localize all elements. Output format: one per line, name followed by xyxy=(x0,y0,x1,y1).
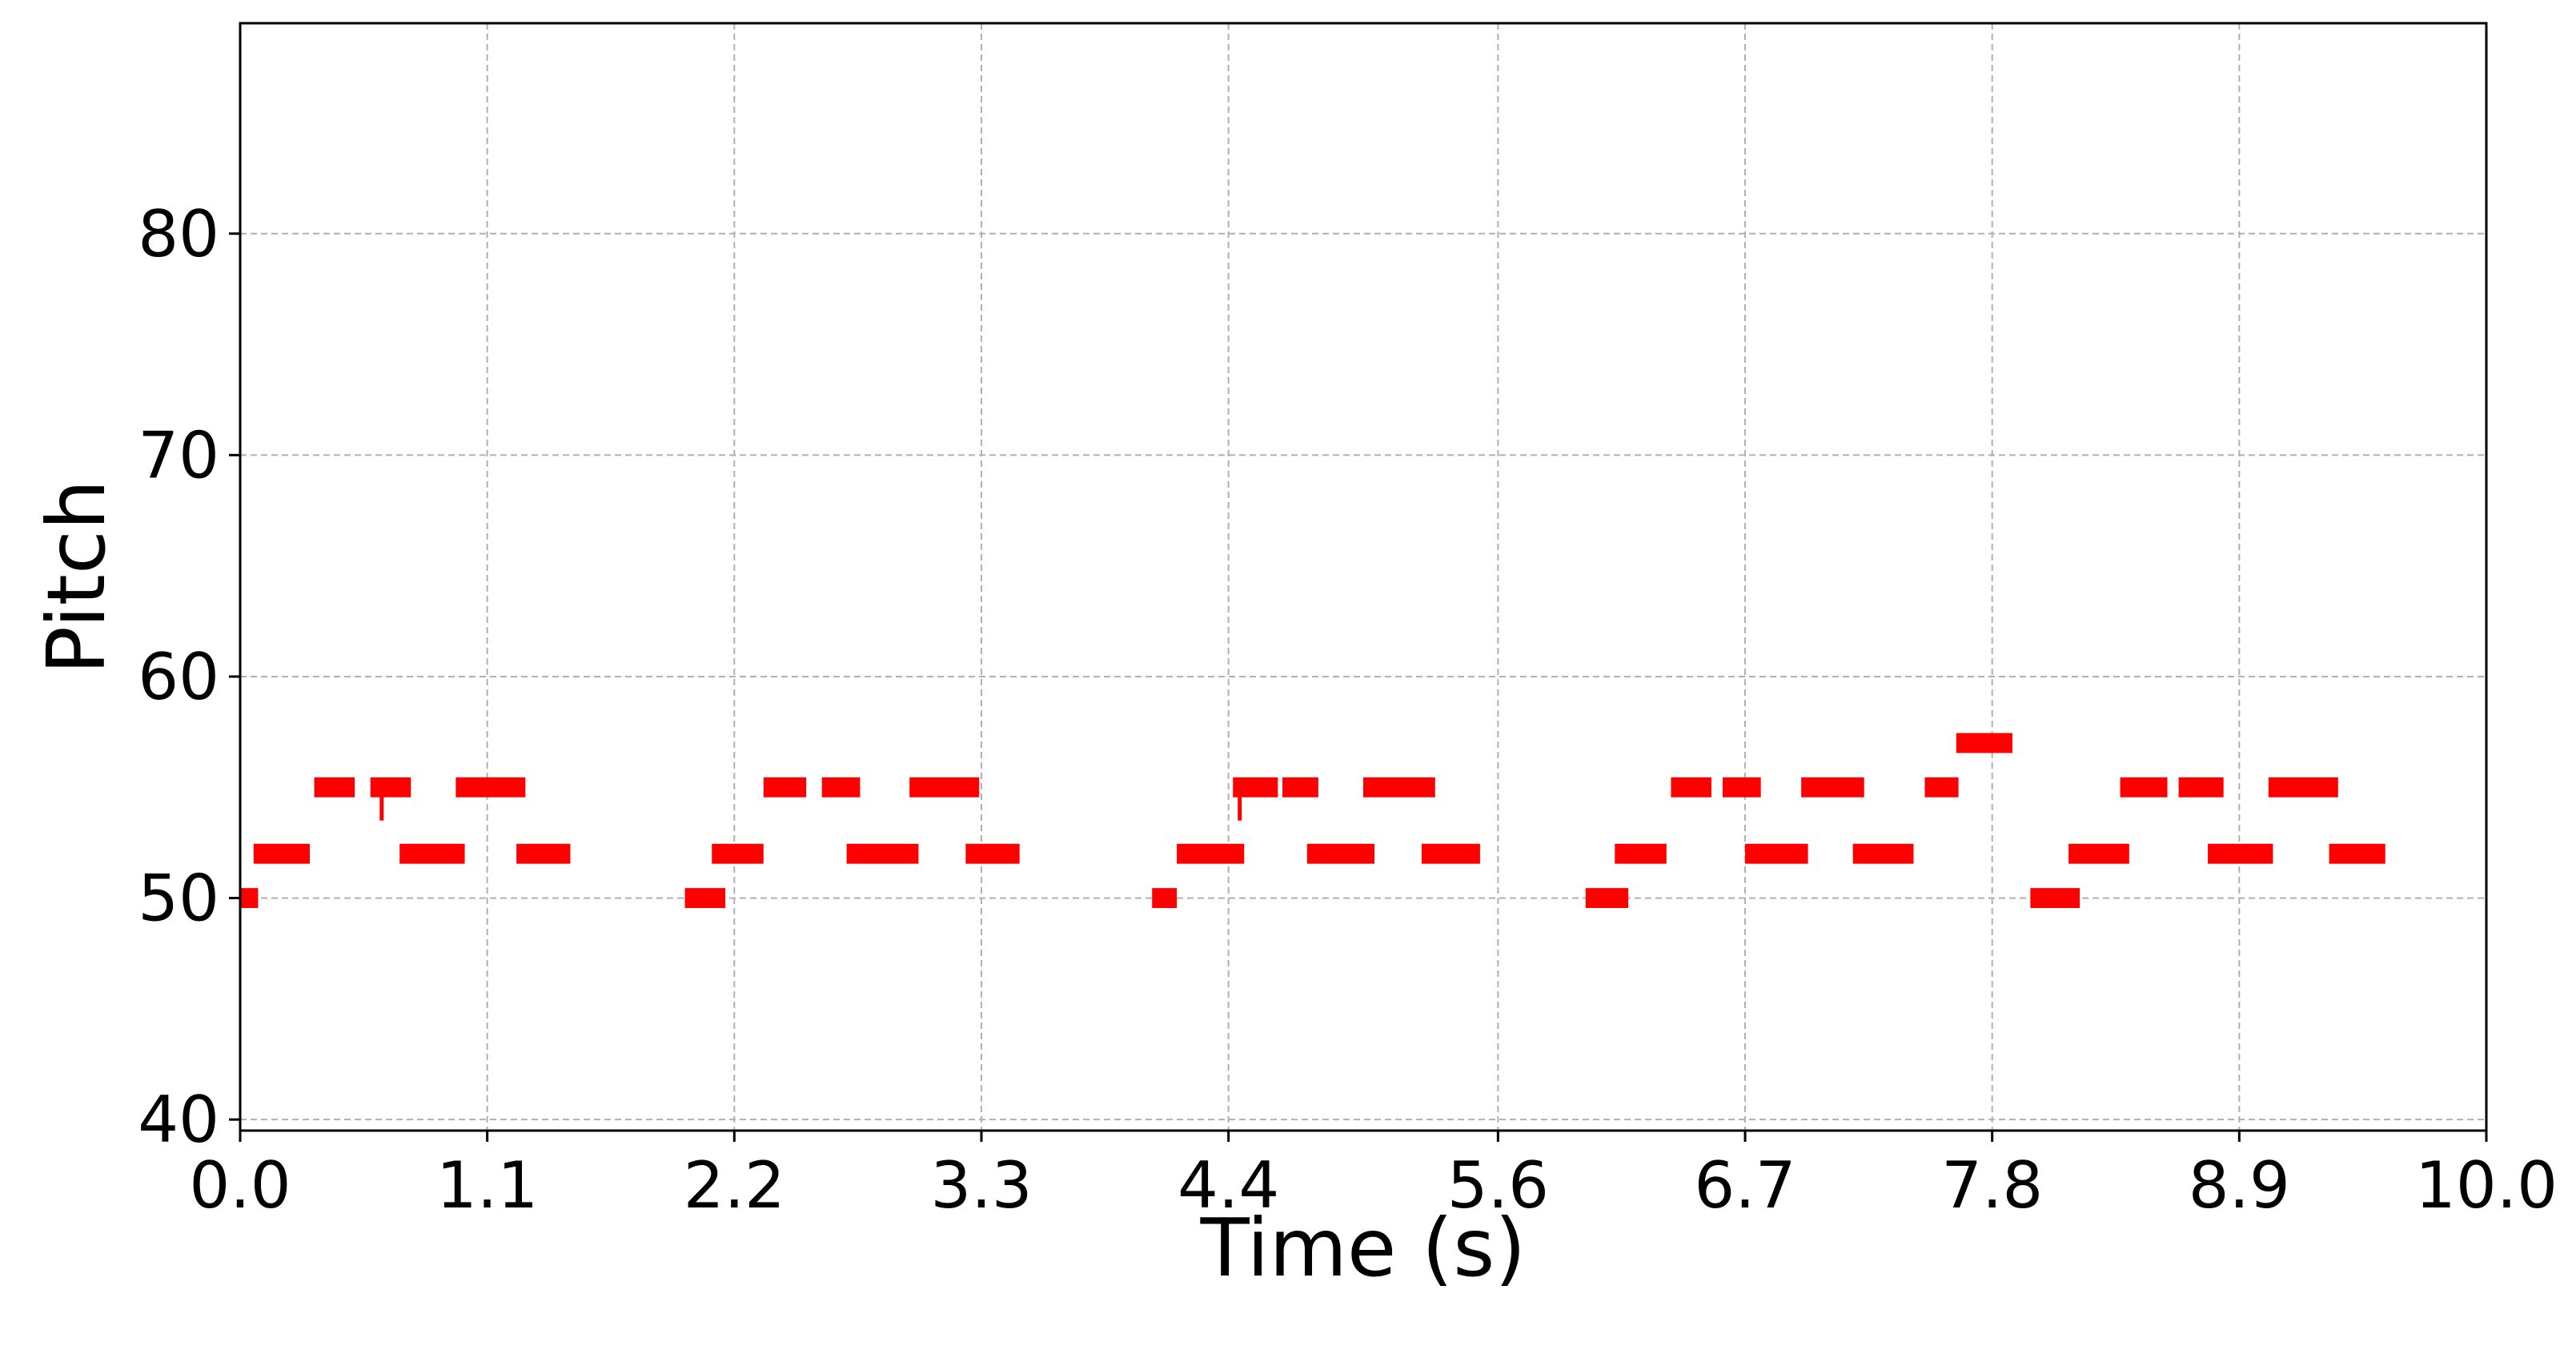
note-bar xyxy=(1745,843,1808,864)
y-tick-label: 40 xyxy=(138,1083,219,1157)
note-bar xyxy=(1282,777,1318,798)
x-tick-label: 10.0 xyxy=(2415,1148,2558,1223)
note-bar xyxy=(712,843,764,864)
note-bar xyxy=(1852,843,1914,864)
x-tick-label: 0.0 xyxy=(189,1148,291,1223)
note-bar xyxy=(2030,888,2080,909)
note-bar xyxy=(2068,843,2129,864)
note-bar xyxy=(1421,843,1480,864)
y-tick-label: 50 xyxy=(138,862,219,936)
note-bar xyxy=(1585,888,1629,909)
notes xyxy=(240,733,2385,909)
note-bar xyxy=(2268,777,2338,798)
note-bar xyxy=(821,777,861,798)
note-bar xyxy=(1363,777,1435,798)
note-bar xyxy=(763,777,807,798)
x-tick-label: 3.3 xyxy=(930,1148,1032,1223)
note-bar xyxy=(516,843,571,864)
note-bar xyxy=(455,777,526,798)
y-tick-label: 60 xyxy=(138,640,219,714)
note-bar xyxy=(1152,888,1178,909)
note-bar xyxy=(684,888,726,909)
note-bar xyxy=(2208,843,2273,864)
note-bar xyxy=(965,843,1020,864)
pitch-bends xyxy=(379,787,1242,821)
x-tick-label: 2.2 xyxy=(684,1148,785,1223)
note-bar xyxy=(370,777,411,798)
x-axis: 0.0 1.1 2.2 3.3 4.4 5.6 6.7 7.8 8.9 10.0 xyxy=(189,1131,2558,1223)
note-bar xyxy=(1722,777,1761,798)
note-bar xyxy=(846,843,919,864)
note-bar xyxy=(2178,777,2224,798)
note-bar xyxy=(253,843,310,864)
note-bar xyxy=(1177,843,1245,864)
x-tick-label: 5.6 xyxy=(1447,1148,1549,1223)
y-tick-label: 70 xyxy=(138,418,219,492)
x-tick-label: 1.1 xyxy=(436,1148,538,1223)
y-axis-label: Pitch xyxy=(30,480,123,674)
note-bar xyxy=(1801,777,1864,798)
note-bar xyxy=(1306,843,1375,864)
grid xyxy=(239,23,2487,1131)
x-tick-label: 6.7 xyxy=(1694,1148,1796,1223)
note-bar xyxy=(314,777,355,798)
x-tick-label: 4.4 xyxy=(1178,1148,1279,1223)
note-bar xyxy=(399,843,465,864)
note-bar xyxy=(1671,777,1711,798)
note-bar xyxy=(240,888,259,909)
x-tick-label: 8.9 xyxy=(2189,1148,2290,1223)
note-bar xyxy=(909,777,980,798)
y-tick-label: 80 xyxy=(138,197,219,271)
note-bar xyxy=(2329,843,2385,864)
x-axis-label: Time (s) xyxy=(1200,1201,1527,1295)
note-bar xyxy=(2120,777,2168,798)
plot-frame xyxy=(239,22,2488,1132)
y-axis: 40 50 60 70 80 xyxy=(138,197,240,1157)
note-bar xyxy=(1956,733,2012,753)
note-bar xyxy=(1924,777,1959,798)
note-bar xyxy=(1615,843,1667,864)
x-tick-label: 7.8 xyxy=(1941,1148,2043,1223)
